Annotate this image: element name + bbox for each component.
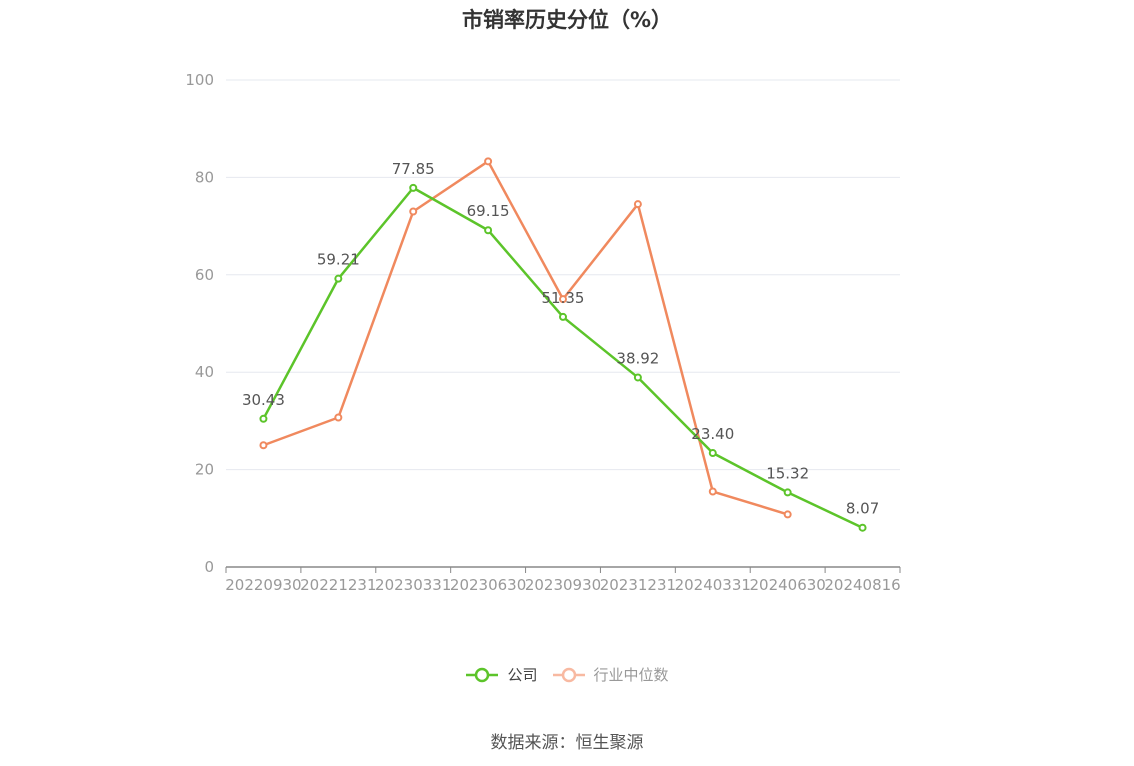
- company-series-point: [633, 373, 642, 382]
- y-tick-label: 20: [195, 461, 214, 479]
- x-tick-label: 20221231: [300, 576, 376, 594]
- legend-line-circle-icon: [466, 667, 499, 682]
- industry-series-point: [334, 413, 343, 422]
- industry-series-point: [409, 207, 418, 216]
- company-series-point: [259, 414, 268, 423]
- y-tick-label: 80: [195, 168, 214, 186]
- data-label: 51.35: [542, 289, 585, 307]
- company-series-point: [783, 488, 792, 497]
- y-tick-label: 60: [195, 266, 214, 284]
- industry-series-line: [263, 160, 789, 516]
- x-tick-label: 20230630: [450, 576, 526, 594]
- x-tick-label: 20240816: [824, 576, 900, 594]
- data-label: 38.92: [616, 349, 659, 367]
- data-label: 77.85: [392, 160, 435, 178]
- company-series-point: [858, 523, 867, 532]
- x-tick-label: 20240630: [749, 576, 825, 594]
- x-tick-label: 20231231: [600, 576, 676, 594]
- industry-series-point: [783, 510, 792, 519]
- legend-item-industry[interactable]: 行业中位数: [552, 664, 669, 685]
- data-labels: 30.43 59.21 77.85 69.15 51.35 38.92 23.40 15.32…: [242, 160, 879, 518]
- legend-label-industry: 行业中位数: [593, 666, 669, 684]
- industry-series-point: [484, 157, 493, 166]
- chart-title: 市销率历史分位（%）: [461, 8, 673, 32]
- industry-series-point: [559, 295, 567, 304]
- x-tick-label: 20230930: [525, 576, 601, 594]
- company-series-point: [409, 183, 418, 192]
- company-series-point: [334, 274, 343, 283]
- industry-series-point: [708, 487, 717, 496]
- data-label: 23.40: [691, 425, 734, 443]
- series: [259, 157, 867, 532]
- y-tick-label: 40: [195, 363, 214, 381]
- legend: 公司 行业中位数: [0, 664, 1134, 685]
- data-label: 59.21: [317, 251, 360, 269]
- data-source: 数据来源：恒生聚源: [490, 733, 644, 753]
- grid-lines: [226, 79, 900, 471]
- data-label: 8.07: [846, 500, 879, 518]
- data-label: 30.43: [242, 391, 285, 409]
- x-tick-label: 20220930: [225, 576, 301, 594]
- y-tick-label: 100: [185, 71, 214, 89]
- legend-label-company: 公司: [507, 666, 538, 684]
- data-label: 15.32: [766, 464, 809, 482]
- industry-series-point: [259, 441, 268, 450]
- industry-series-point: [633, 200, 642, 209]
- data-label: 69.15: [467, 202, 510, 220]
- axes: 0204060801002022093020221231202303312023…: [185, 71, 900, 594]
- x-tick-label: 20240331: [675, 576, 751, 594]
- company-series-point: [708, 449, 717, 458]
- legend-item-company[interactable]: 公司: [465, 664, 538, 685]
- legend-line-circle-icon: [552, 667, 585, 682]
- y-tick-label: 0: [204, 558, 214, 576]
- company-series-point: [559, 312, 567, 321]
- x-tick-label: 20230331: [375, 576, 451, 594]
- company-series-point: [484, 226, 493, 235]
